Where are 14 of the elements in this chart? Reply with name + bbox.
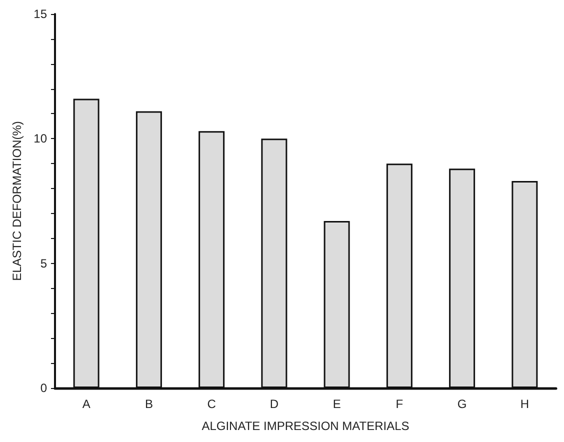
x-tick-label: H: [520, 397, 530, 411]
y-tick-label: 5: [40, 256, 48, 270]
x-tick-label: F: [396, 397, 404, 411]
y-tick-label: 15: [34, 7, 48, 21]
y-tick-label: 0: [40, 381, 48, 395]
x-tick-label: D: [270, 397, 279, 411]
x-tick-label: C: [207, 397, 216, 411]
y-tick-label: 10: [34, 132, 48, 146]
x-tick-label: A: [82, 397, 90, 411]
x-tick-label: E: [332, 397, 341, 411]
x-tick-label: G: [457, 397, 467, 411]
x-tick-label: B: [144, 397, 153, 411]
y-axis-title: ELASTIC DEFORMATION(%): [10, 121, 24, 281]
x-axis-title: ALGINATE IMPRESSION MATERIALS: [202, 419, 410, 433]
